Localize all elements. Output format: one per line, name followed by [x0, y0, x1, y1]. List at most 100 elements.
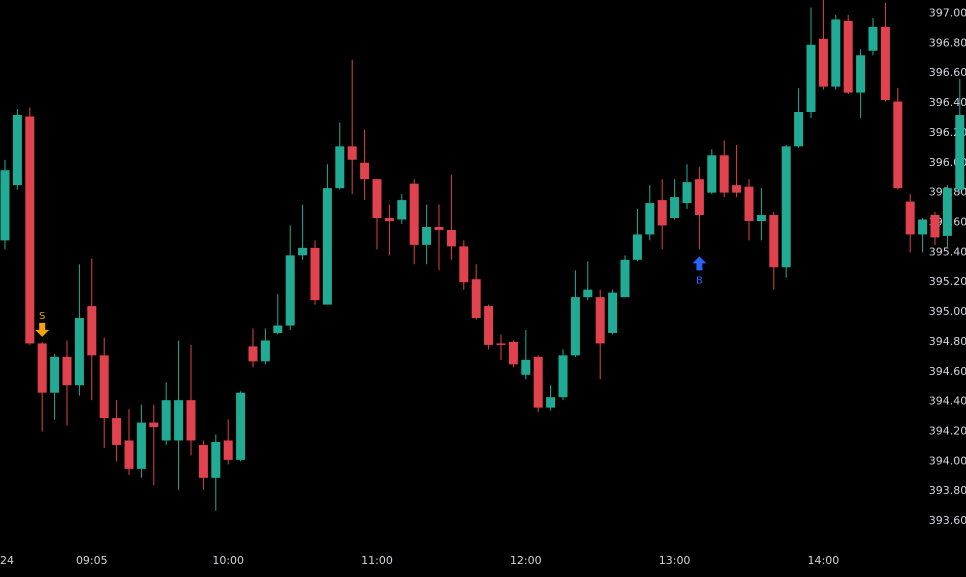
y-tick-label: 394.60	[929, 365, 966, 378]
y-tick-label: 395.00	[929, 305, 966, 318]
candle-body	[781, 146, 791, 268]
candle-body	[124, 440, 134, 469]
candle-body	[769, 215, 779, 268]
candle-body	[335, 146, 345, 189]
y-tick-label: 394.80	[929, 335, 966, 348]
candle-body	[37, 343, 47, 393]
candle-body	[682, 182, 692, 204]
y-tick-label: 396.80	[929, 36, 966, 49]
y-tick-label: 393.60	[929, 514, 966, 527]
candle-body	[25, 116, 35, 344]
candle-body	[74, 318, 84, 386]
x-tick-label: 24	[0, 554, 14, 567]
candle-body	[620, 259, 630, 298]
y-tick-label: 395.40	[929, 245, 966, 258]
candle-body	[831, 19, 841, 87]
candle-body	[905, 201, 915, 235]
candle-body	[732, 185, 742, 193]
candle-body	[880, 26, 890, 101]
candle-body	[521, 359, 531, 375]
buy-label: B	[696, 275, 703, 286]
y-tick-label: 393.80	[929, 484, 966, 497]
candle-body	[595, 297, 605, 344]
candle-body	[372, 179, 382, 218]
candle-body	[508, 341, 518, 365]
candle-body	[422, 226, 432, 245]
candle-body	[161, 400, 171, 441]
candle-body	[50, 356, 60, 393]
candle-body	[645, 203, 655, 235]
y-tick-label: 395.20	[929, 275, 966, 288]
candle-body	[446, 229, 456, 247]
candle-body	[843, 20, 853, 93]
candle-body	[570, 297, 580, 356]
x-tick-label: 12:00	[510, 554, 542, 567]
candle-body	[211, 441, 221, 478]
candle-body	[360, 162, 370, 180]
x-tick-label: 13:00	[659, 554, 691, 567]
candle-body	[471, 279, 481, 319]
candle-body	[707, 155, 717, 193]
candle-body	[310, 247, 320, 301]
candle-body	[806, 44, 816, 112]
candle-body	[608, 292, 618, 333]
candle-body	[546, 397, 556, 408]
candle-body	[694, 179, 704, 216]
candle-body	[236, 392, 246, 460]
y-tick-label: 394.20	[929, 425, 966, 438]
candle-body	[87, 306, 97, 356]
sell-label: S	[39, 311, 45, 322]
candle-body	[632, 234, 642, 260]
x-tick-label: 11:00	[361, 554, 393, 567]
sell-arrow	[35, 322, 50, 337]
candle-body	[198, 444, 208, 478]
candle-body	[918, 219, 928, 235]
candle-body	[558, 355, 568, 398]
candle-body	[533, 356, 543, 408]
candle-body	[868, 26, 878, 51]
y-tick-label: 396.60	[929, 66, 966, 79]
candle-body	[942, 188, 952, 236]
candle-body	[186, 400, 196, 441]
candle-body	[384, 218, 394, 221]
candle-body	[409, 183, 419, 245]
buy-arrow	[692, 256, 707, 271]
candle-body	[149, 422, 159, 428]
candle-body	[434, 226, 444, 230]
candle-body	[322, 188, 332, 305]
candle-body	[248, 346, 258, 362]
candle-body	[260, 340, 270, 362]
y-tick-label: 397.00	[929, 6, 966, 19]
candle-body	[496, 343, 506, 345]
candle-body	[955, 114, 965, 190]
candle-body	[174, 400, 184, 441]
candle-body	[285, 255, 295, 326]
x-tick-label: 10:00	[212, 554, 244, 567]
candle-body	[62, 356, 72, 386]
candle-body	[0, 170, 10, 241]
candle-body	[856, 55, 866, 93]
y-tick-label: 394.00	[929, 454, 966, 467]
candle-body	[756, 215, 766, 221]
candle-body	[583, 289, 593, 298]
y-tick-label: 396.40	[929, 96, 966, 109]
candle-body	[744, 186, 754, 221]
candle-body	[397, 200, 407, 220]
candle-body	[484, 306, 494, 345]
y-tick-label: 394.40	[929, 395, 966, 408]
candle-body	[794, 111, 804, 147]
candle-body	[298, 247, 308, 256]
candle-body	[99, 355, 109, 419]
candle-body	[719, 155, 729, 193]
candle-body	[893, 101, 903, 189]
candle-body	[459, 246, 469, 283]
candle-body	[930, 215, 940, 238]
candle-body	[112, 418, 122, 445]
candle-body	[136, 422, 146, 469]
candle-body	[670, 197, 680, 218]
candle-body	[223, 440, 233, 460]
candle-body	[657, 200, 667, 226]
candle-body	[818, 38, 828, 87]
